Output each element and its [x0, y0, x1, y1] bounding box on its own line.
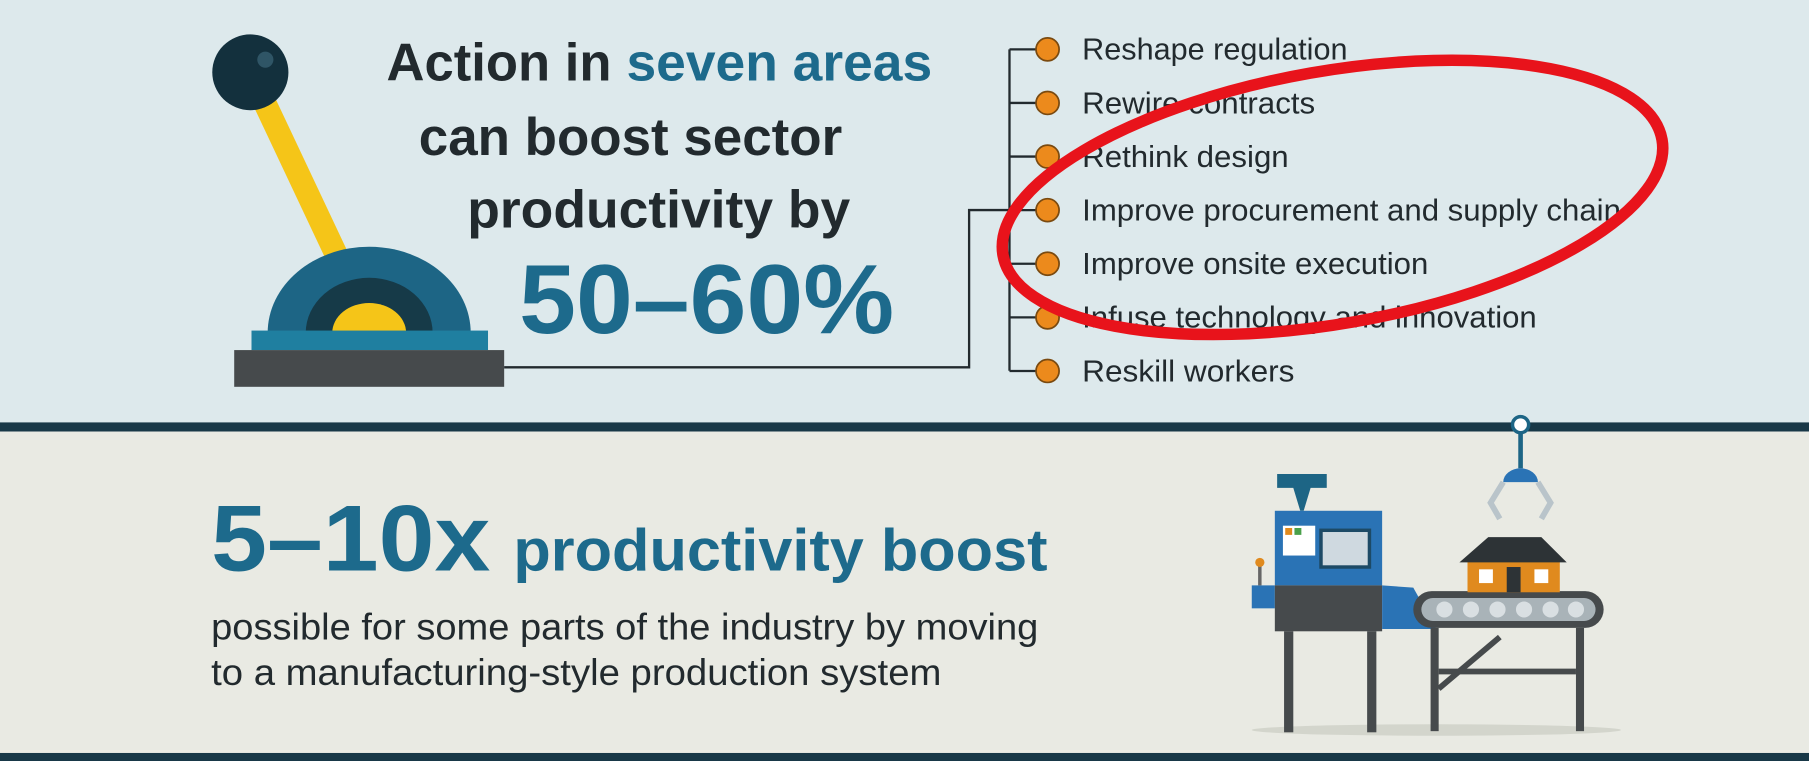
bottom-border — [0, 753, 1809, 761]
headline-figure: 50–60% — [519, 243, 894, 354]
bullet — [1036, 199, 1059, 222]
bullet — [1036, 38, 1059, 61]
boost-label: productivity boost — [513, 517, 1047, 584]
action-item: Improve procurement and supply chain — [1082, 193, 1621, 228]
bullet — [1036, 359, 1059, 382]
boost-description: possible for some parts of the industry … — [211, 606, 1038, 647]
action-item: Reskill workers — [1082, 353, 1294, 388]
bullet — [1036, 252, 1059, 275]
action-item: Rethink design — [1082, 139, 1289, 174]
headline-text: can boost sector — [419, 108, 842, 167]
bullet — [1036, 91, 1059, 114]
divider — [0, 422, 1809, 431]
action-item: Reshape regulation — [1082, 32, 1347, 67]
headline-text: productivity by — [467, 180, 851, 239]
headline-highlight: seven areas — [626, 33, 932, 92]
boost-description: to a manufacturing-style production syst… — [211, 652, 941, 693]
headline-text: Action in — [386, 33, 611, 92]
action-item: Improve onsite execution — [1082, 246, 1428, 281]
infographic: Action in seven areas can boost sector p… — [0, 0, 1809, 761]
boost-figure: 5–10x — [211, 486, 490, 591]
